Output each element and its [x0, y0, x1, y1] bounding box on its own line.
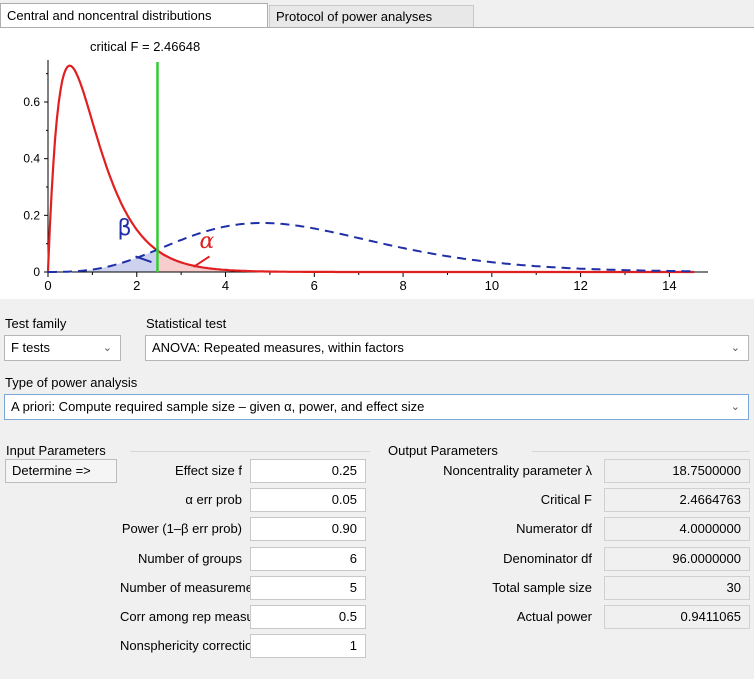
input-param-field[interactable]: 0.90	[250, 517, 366, 541]
analysis-type-label: Type of power analysis	[5, 375, 138, 390]
output-param-value: 30	[604, 576, 750, 600]
test-family-select[interactable]: F tests ⌄	[4, 335, 121, 361]
x-tick-label: 14	[662, 278, 676, 293]
tab-bar: Central and noncentral distributions Pro…	[0, 0, 754, 28]
input-param-field[interactable]: 0.25	[250, 459, 366, 483]
x-tick-label: 4	[222, 278, 229, 293]
beta-pointer	[135, 255, 152, 264]
input-param-label: Nonsphericity correction ϵ	[120, 638, 269, 653]
output-parameters-header: Output Parameters	[388, 443, 498, 458]
statistical-test-label: Statistical test	[146, 316, 227, 331]
determine-button[interactable]: Determine =>	[5, 459, 117, 483]
analysis-type-select[interactable]: A priori: Compute required sample size –…	[4, 394, 749, 420]
x-tick-label: 8	[399, 278, 406, 293]
input-param-label: Corr among rep measures	[120, 609, 272, 624]
output-param-label: Denominator df	[503, 551, 592, 566]
input-param-field[interactable]: 6	[250, 547, 366, 571]
output-param-value: 4.0000000	[604, 517, 750, 541]
tab-distributions[interactable]: Central and noncentral distributions	[0, 3, 268, 27]
input-param-field[interactable]: 5	[250, 576, 366, 600]
chevron-down-icon: ⌄	[102, 342, 112, 354]
noncentral-distribution-curve	[48, 222, 695, 273]
alpha-symbol: α	[199, 229, 214, 254]
test-family-value: F tests	[11, 340, 51, 355]
output-param-value: 2.4664763	[604, 488, 750, 512]
output-param-label: Critical F	[540, 492, 592, 507]
chevron-down-icon: ⌄	[730, 401, 740, 413]
statistical-test-value: ANOVA: Repeated measures, within factors	[152, 340, 404, 355]
output-param-value: 96.0000000	[604, 547, 750, 571]
analysis-type-value: A priori: Compute required sample size –…	[11, 399, 425, 414]
distribution-plot: 0.6 0.4 0.2 0 0 2 4 6 8 10 12 14 β α critical F = 2.…	[0, 27, 754, 299]
x-tick-label: 0	[44, 278, 51, 293]
output-group-divider	[532, 451, 750, 452]
input-parameters-header: Input Parameters	[6, 443, 106, 458]
tab-protocol[interactable]: Protocol of power analyses	[269, 5, 474, 27]
output-param-label: Actual power	[516, 609, 592, 624]
input-param-label: α err prob	[185, 492, 242, 507]
input-group-divider	[130, 451, 370, 452]
input-param-label: Number of groups	[137, 551, 242, 566]
x-tick-label: 2	[133, 278, 140, 293]
output-param-label: Noncentrality parameter λ	[443, 463, 592, 478]
output-param-value: 18.7500000	[604, 459, 750, 483]
input-param-label: Power (1–β err prob)	[121, 521, 242, 536]
y-tick-label: 0.4	[23, 152, 40, 166]
input-param-label: Number of measurements	[120, 580, 271, 595]
y-tick-label: 0.6	[23, 95, 40, 109]
test-family-label: Test family	[5, 316, 67, 331]
x-tick-label: 6	[311, 278, 318, 293]
input-param-field[interactable]: 0.5	[250, 605, 366, 629]
input-param-label: Effect size f	[175, 463, 242, 478]
x-tick-label: 10	[485, 278, 499, 293]
input-param-field[interactable]: 0.05	[250, 488, 366, 512]
alpha-area	[157, 251, 696, 272]
chevron-down-icon: ⌄	[730, 342, 740, 354]
x-tick-label: 12	[573, 278, 587, 293]
output-param-label: Total sample size	[492, 580, 592, 595]
output-param-label: Numerator df	[516, 521, 592, 536]
beta-area	[48, 250, 158, 272]
y-tick-label: 0.2	[23, 208, 40, 222]
y-tick-label: 0	[33, 265, 40, 279]
beta-symbol: β	[117, 216, 131, 241]
critical-f-label: critical F = 2.46648	[90, 39, 201, 54]
alpha-pointer	[192, 255, 211, 268]
statistical-test-select[interactable]: ANOVA: Repeated measures, within factors…	[145, 335, 749, 361]
output-param-value: 0.9411065	[604, 605, 750, 629]
input-param-field[interactable]: 1	[250, 634, 366, 658]
distribution-chart: 0.6 0.4 0.2 00 2 4 6 8 10 12 14 β α	[23, 60, 708, 293]
